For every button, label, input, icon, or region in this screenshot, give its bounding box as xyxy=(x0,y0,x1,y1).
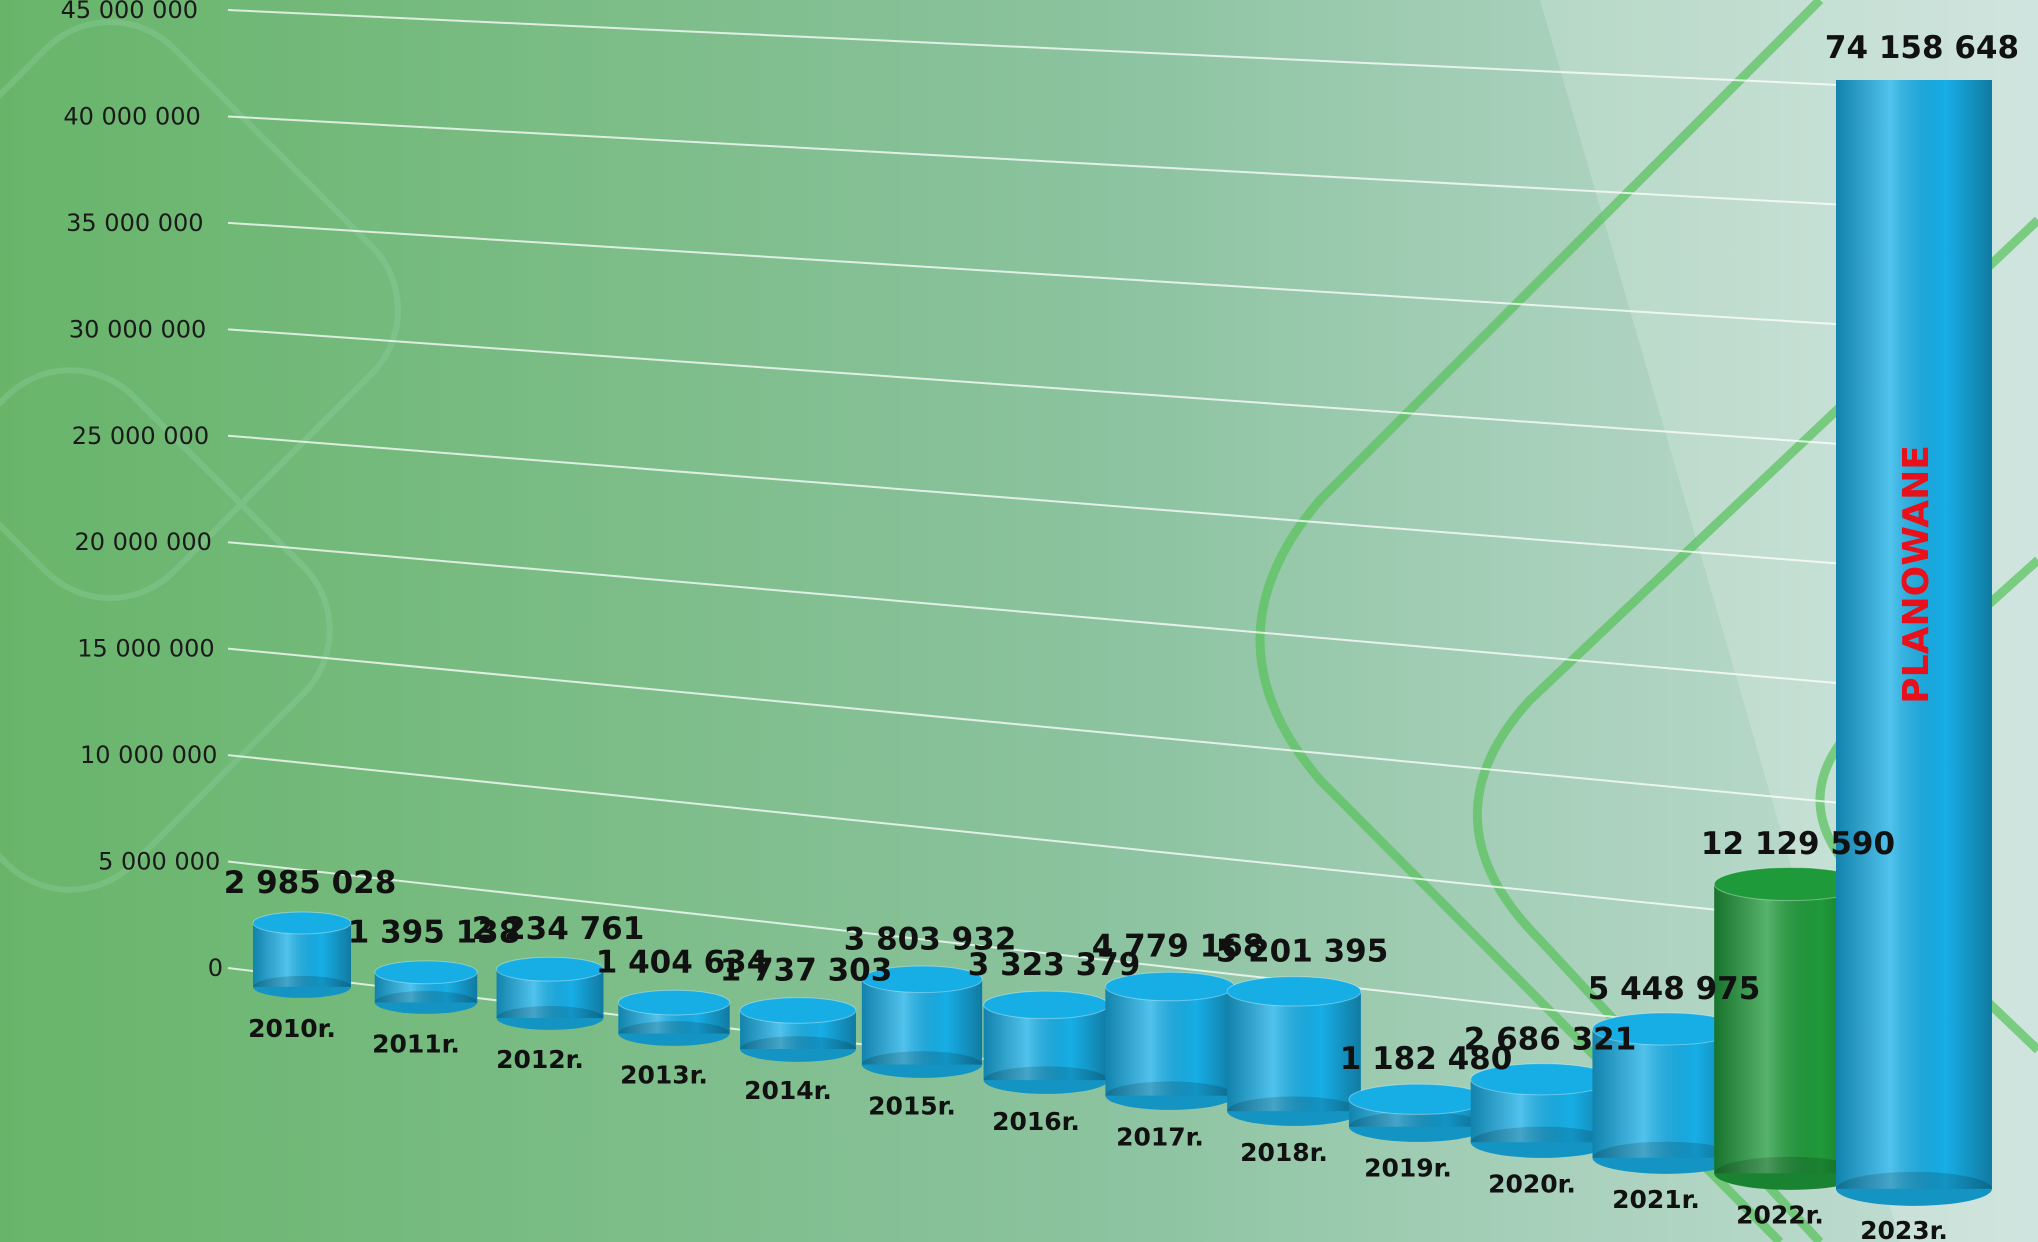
y-tick-label: 10 000 000 xyxy=(80,741,217,769)
value-label: 1 395 138 xyxy=(348,914,521,950)
bar xyxy=(617,989,731,1046)
bar xyxy=(1348,1083,1488,1142)
value-label: 1 737 303 xyxy=(720,952,893,988)
y-tick-label: 25 000 000 xyxy=(72,422,209,450)
decor xyxy=(0,19,401,893)
bar xyxy=(374,960,478,1014)
bar-bottom-shade xyxy=(1592,1141,1740,1174)
bar xyxy=(496,956,604,1030)
value-label: 5 201 395 xyxy=(1216,933,1389,969)
grid xyxy=(227,9,1991,1181)
y-tick-label: 0 xyxy=(208,954,223,982)
bar-bottom-shade xyxy=(1348,1111,1488,1142)
grid-line xyxy=(227,647,1991,819)
x-tick-label: 2012r. xyxy=(496,1045,584,1074)
bar-top xyxy=(983,990,1109,1020)
value-label: 1 404 634 xyxy=(596,945,769,981)
bar-top xyxy=(861,965,983,994)
value-label: 3 323 379 xyxy=(968,947,1141,983)
grid-line xyxy=(227,221,1991,335)
grid-line xyxy=(227,9,1991,93)
bar-bottom-shade xyxy=(861,1051,983,1078)
grid-line xyxy=(227,328,1991,456)
x-tick-label: 2021r. xyxy=(1612,1185,1700,1214)
value-label: 4 779 168 xyxy=(1092,929,1265,965)
y-tick-label: 15 000 000 xyxy=(77,635,214,663)
bar xyxy=(1836,80,1992,1206)
bar xyxy=(739,997,857,1062)
bars xyxy=(252,80,1992,1206)
bar xyxy=(1104,971,1236,1110)
bar xyxy=(1470,1063,1614,1158)
bar xyxy=(983,990,1109,1094)
bar-shade xyxy=(1105,986,1235,1096)
y-tick-label: 40 000 000 xyxy=(63,102,200,130)
bar-bottom-shade xyxy=(1714,1156,1866,1190)
bar-bottom-shade xyxy=(1105,1081,1235,1110)
bar-top xyxy=(252,911,352,935)
bar-top xyxy=(1226,976,1362,1007)
value-label: 12 129 590 xyxy=(1701,826,1895,862)
y-tick-label: 30 000 000 xyxy=(69,315,206,343)
grid-line xyxy=(227,541,1991,698)
x-tick-label: 2017r. xyxy=(1116,1123,1204,1152)
bar-bottom-shade xyxy=(983,1066,1109,1094)
y-tick-label: 35 000 000 xyxy=(66,209,203,237)
value-label: 5 448 975 xyxy=(1588,971,1761,1007)
annotation: PLANOWANE xyxy=(1896,445,1937,704)
bar-shade xyxy=(1227,991,1361,1112)
bar-shade xyxy=(861,979,983,1065)
grid-line xyxy=(227,754,1991,940)
value-label: 1 182 480 xyxy=(1340,1041,1513,1077)
x-tick-label: 2019r. xyxy=(1364,1154,1452,1183)
value-label: 3 803 932 xyxy=(844,921,1017,957)
bar-bottom-shade xyxy=(374,990,478,1014)
x-tick-label: 2022r. xyxy=(1736,1200,1824,1229)
bar-bottom-shade xyxy=(1836,1171,1992,1206)
value-label: 2 686 321 xyxy=(1464,1021,1637,1057)
bar xyxy=(861,965,983,1078)
y-tick-label: 5 000 000 xyxy=(98,848,220,876)
x-tick-label: 2014r. xyxy=(744,1076,832,1105)
bar-top xyxy=(739,997,857,1024)
x-tick-label: 2010r. xyxy=(248,1014,336,1043)
x-tick-label: 2016r. xyxy=(992,1107,1080,1136)
bar xyxy=(252,911,352,998)
grid-line xyxy=(227,434,1991,577)
x-tick-label: 2023r. xyxy=(1860,1216,1948,1242)
y-tick-label: 20 000 000 xyxy=(74,528,211,556)
bar-bottom-shade xyxy=(740,1036,856,1062)
y-tick-label: 45 000 000 xyxy=(61,0,198,24)
x-tick-label: 2011r. xyxy=(372,1029,460,1058)
bar-bottom-shade xyxy=(253,975,351,998)
value-label: 2 234 761 xyxy=(472,911,645,947)
bar-top xyxy=(374,960,478,985)
bar-bottom-shade xyxy=(1227,1096,1361,1126)
bar-shade xyxy=(1836,80,1992,1189)
bar-top xyxy=(617,989,731,1016)
bar-bottom-shade xyxy=(496,1006,604,1030)
x-tick-label: 2015r. xyxy=(868,1092,956,1121)
x-tick-label: 2013r. xyxy=(620,1061,708,1090)
x-tick-label: 2018r. xyxy=(1240,1138,1328,1167)
value-label: 74 158 648 xyxy=(1825,30,2019,66)
bar xyxy=(1226,976,1362,1126)
labels: 0 5 000 000 10 000 000 15 000 000 20 000 000… xyxy=(61,0,2020,1242)
value-label: 2 985 028 xyxy=(224,865,397,901)
bar-top xyxy=(496,956,604,982)
grid-line xyxy=(227,115,1991,214)
bar-bottom-shade xyxy=(1470,1126,1614,1158)
x-tick-label: 2020r. xyxy=(1488,1169,1576,1198)
bar-top xyxy=(1348,1083,1488,1115)
bar-bottom-shade xyxy=(618,1021,730,1046)
